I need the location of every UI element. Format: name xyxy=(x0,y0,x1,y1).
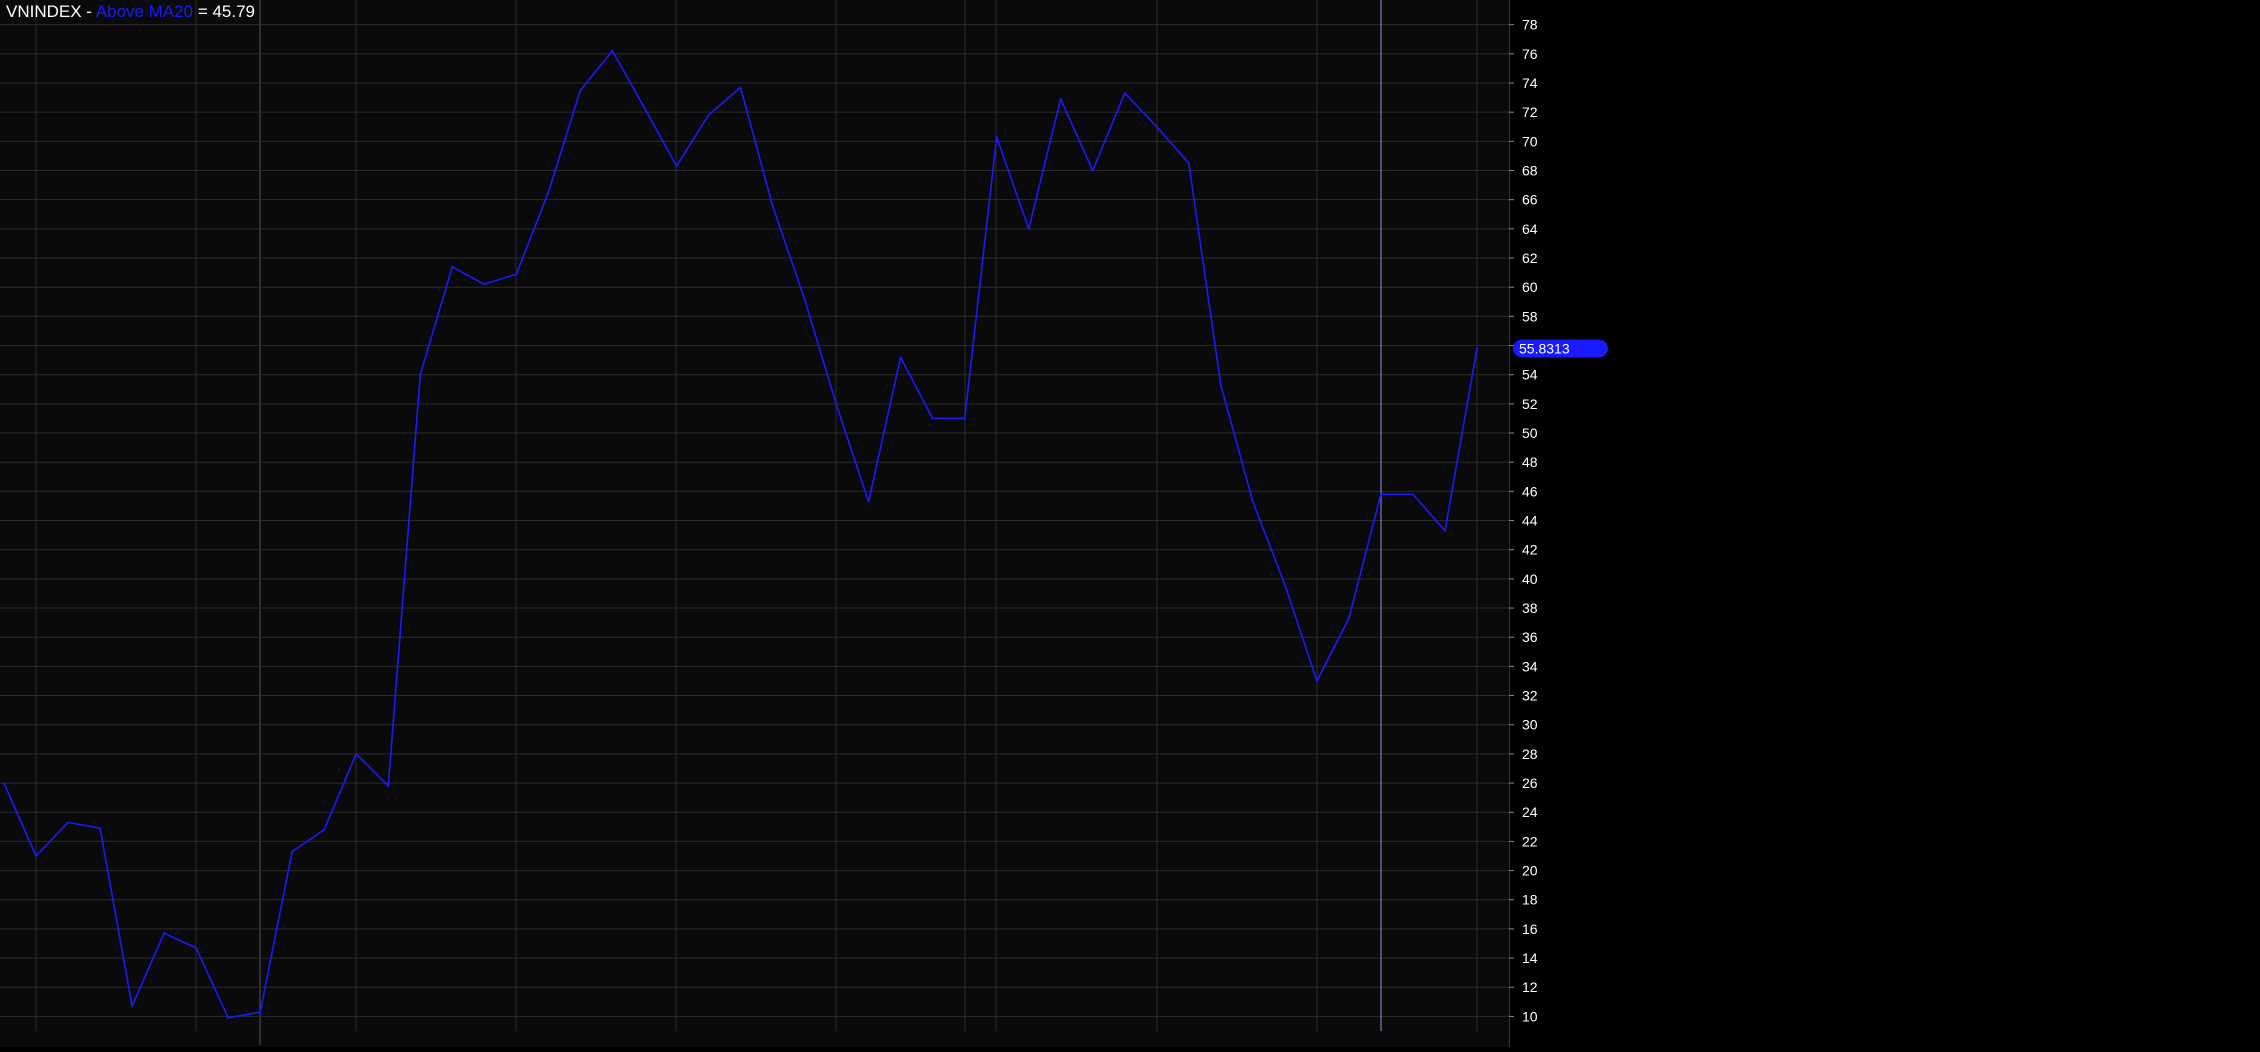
y-tick-label: 32 xyxy=(1522,688,1538,704)
data-point xyxy=(323,828,326,831)
y-tick-label: 76 xyxy=(1522,46,1538,62)
y-tick-label: 44 xyxy=(1522,513,1538,529)
legend-value: 45.79 xyxy=(212,2,256,21)
data-point xyxy=(579,89,582,92)
legend-equals: = xyxy=(193,2,213,21)
data-point xyxy=(67,821,70,824)
y-tick-label: 26 xyxy=(1522,775,1538,791)
data-point xyxy=(1443,529,1446,532)
data-point xyxy=(3,782,5,785)
y-tick-label: 48 xyxy=(1522,454,1538,470)
y-axis: 10 12 14 16 18 20 22 24 26 28 30 32 34 36 38 40 42 44 46 48… xyxy=(1509,17,1538,1024)
y-tick-label: 74 xyxy=(1522,75,1538,91)
y-tick-label: 34 xyxy=(1522,658,1538,674)
data-point xyxy=(355,752,358,755)
y-tick-label: 68 xyxy=(1522,163,1538,179)
data-point xyxy=(835,404,838,407)
data-point xyxy=(931,417,934,420)
data-point xyxy=(1091,169,1094,172)
data-point xyxy=(483,283,486,286)
y-tick-label: 40 xyxy=(1522,571,1538,587)
data-point xyxy=(899,356,902,359)
series-group xyxy=(3,49,1478,1019)
legend-series-name: Above MA20 xyxy=(95,2,194,21)
data-point xyxy=(1315,679,1318,682)
data-point xyxy=(739,86,742,89)
y-tick-label: 28 xyxy=(1522,746,1538,762)
legend-symbol: VNINDEX xyxy=(6,2,82,21)
data-point xyxy=(1411,493,1414,496)
y-tick-label: 18 xyxy=(1522,892,1538,908)
data-point xyxy=(35,854,38,857)
data-point xyxy=(707,114,710,117)
y-tick-label: 70 xyxy=(1522,133,1538,149)
data-point xyxy=(1476,347,1478,350)
data-point xyxy=(451,265,454,268)
data-point xyxy=(227,1016,230,1019)
data-point xyxy=(771,204,774,207)
y-tick-label: 52 xyxy=(1522,396,1538,412)
legend-separator: - xyxy=(81,2,96,21)
data-point xyxy=(291,850,294,853)
data-point xyxy=(675,165,678,168)
y-tick-label: 42 xyxy=(1522,542,1538,558)
y-tick-label: 78 xyxy=(1522,17,1538,33)
y-tick-label: 62 xyxy=(1522,250,1538,266)
y-tick-label: 46 xyxy=(1522,483,1538,499)
data-point xyxy=(1347,617,1350,620)
plot-background xyxy=(0,0,1509,1047)
data-point xyxy=(195,946,198,949)
data-point xyxy=(259,1011,262,1014)
y-tick-label: 16 xyxy=(1522,921,1538,937)
y-tick-label: 20 xyxy=(1522,863,1538,879)
data-point xyxy=(1187,162,1190,165)
price-badge-background xyxy=(1513,339,1608,358)
data-point xyxy=(803,297,806,300)
y-tick-label: 66 xyxy=(1522,192,1538,208)
price-badge: 55.8313 xyxy=(1513,339,1608,358)
data-point xyxy=(995,135,998,138)
y-tick-label: 58 xyxy=(1522,308,1538,324)
y-tick-label: 30 xyxy=(1522,717,1538,733)
horizontal-grid xyxy=(0,24,1509,1017)
y-tick-label: 14 xyxy=(1522,950,1538,966)
y-tick-label: 22 xyxy=(1522,833,1538,849)
price-badge-text: 55.8313 xyxy=(1519,340,1570,356)
y-tick-label: 50 xyxy=(1522,425,1538,441)
y-tick-label: 24 xyxy=(1522,804,1538,820)
y-tick-label: 36 xyxy=(1522,629,1538,645)
data-point xyxy=(131,1005,134,1008)
chart-legend: VNINDEX - Above MA20 = 45.79 xyxy=(6,2,255,22)
data-point xyxy=(1027,227,1030,230)
data-point xyxy=(643,106,646,109)
y-tick-label: 72 xyxy=(1522,104,1538,120)
data-point xyxy=(163,932,166,935)
data-point xyxy=(867,500,870,503)
data-point xyxy=(1379,493,1382,496)
data-point xyxy=(99,827,102,830)
data-point xyxy=(515,273,518,276)
data-point xyxy=(1155,125,1158,128)
y-tick-label: 60 xyxy=(1522,279,1538,295)
data-point xyxy=(387,784,390,787)
y-tick-label: 38 xyxy=(1522,600,1538,616)
data-point xyxy=(1059,98,1062,101)
data-point xyxy=(419,373,422,376)
y-tick-label: 12 xyxy=(1522,979,1538,995)
data-point xyxy=(963,417,966,420)
data-point xyxy=(611,49,614,52)
y-tick-label: 10 xyxy=(1522,1008,1538,1024)
data-point xyxy=(547,191,550,194)
vertical-grid xyxy=(35,0,1478,1045)
data-point xyxy=(1251,500,1254,503)
y-tick-label: 54 xyxy=(1522,367,1538,383)
data-point xyxy=(1219,383,1222,386)
data-point xyxy=(1123,92,1126,95)
y-tick-label: 64 xyxy=(1522,221,1538,237)
data-point xyxy=(1283,583,1286,586)
